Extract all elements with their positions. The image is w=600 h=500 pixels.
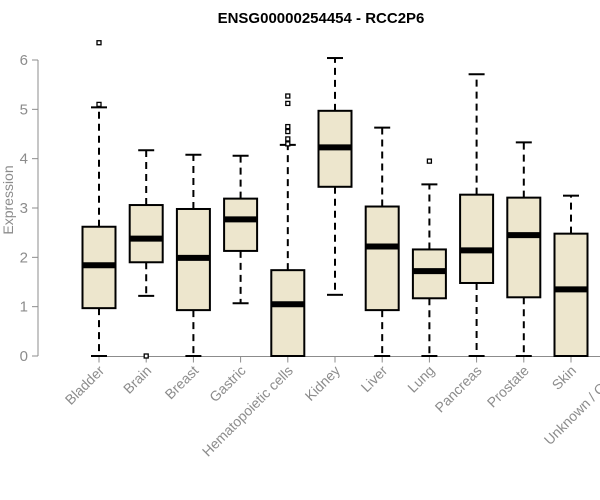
boxes <box>81 40 589 359</box>
box-bladder <box>81 40 117 357</box>
outlier-point <box>285 141 291 147</box>
box-lung <box>411 158 447 357</box>
outlier-point <box>285 100 291 107</box>
box-iqr <box>128 204 164 264</box>
outlier-point <box>285 128 291 135</box>
box-kidney <box>317 57 353 296</box>
y-tick-label: 5 <box>20 101 28 118</box>
box-prostate <box>506 141 542 357</box>
box-hematopoietic-cells <box>270 93 306 357</box>
outlier-point <box>426 158 433 164</box>
box-iqr <box>270 269 306 357</box>
y-tick-label: 2 <box>20 249 28 266</box>
box-gastric <box>223 154 259 305</box>
chart-title: ENSG00000254454 - RCC2P6 <box>218 10 425 27</box>
x-tick-label: Skin <box>549 362 580 393</box>
y-tick-label: 4 <box>20 151 28 168</box>
x-tick-label: Breast <box>162 362 202 402</box>
outlier-point <box>96 40 102 46</box>
x-tick-label: Gastric <box>206 362 249 405</box>
x-tick-label: Pancreas <box>432 362 485 415</box>
box-iqr <box>553 232 589 357</box>
y-tick-label: 3 <box>20 200 28 217</box>
y-tick-label: 6 <box>20 52 28 69</box>
box-iqr <box>364 205 400 312</box>
box-iqr <box>506 196 542 299</box>
x-tick-label: Brain <box>120 362 154 396</box>
box-skin <box>553 194 589 357</box>
x-tick-label: Liver <box>358 362 391 395</box>
outlier-point <box>285 93 291 99</box>
box-iqr <box>459 193 495 284</box>
y-axis-label: Expression <box>0 165 16 234</box>
outlier-point <box>285 123 291 130</box>
y-axis: 0 1 2 3 4 5 6 <box>20 52 39 365</box>
outlier-point <box>143 353 149 359</box>
x-tick-label: Kidney <box>302 362 344 404</box>
box-breast <box>175 153 211 357</box>
x-tick-label: Lung <box>404 362 437 395</box>
x-tick-label: Hematopoietic cells <box>199 362 296 459</box>
y-tick-label: 1 <box>20 299 28 316</box>
box-pancreas <box>459 73 495 357</box>
box-iqr <box>223 197 259 252</box>
x-tick-label: Prostate <box>484 362 532 410</box>
box-liver <box>364 126 400 357</box>
box-brain <box>128 149 164 359</box>
outlier-point <box>96 101 102 108</box>
x-tick-label: Bladder <box>62 362 108 408</box>
y-tick-label: 0 <box>20 348 28 365</box>
outlier-point <box>285 136 291 142</box>
